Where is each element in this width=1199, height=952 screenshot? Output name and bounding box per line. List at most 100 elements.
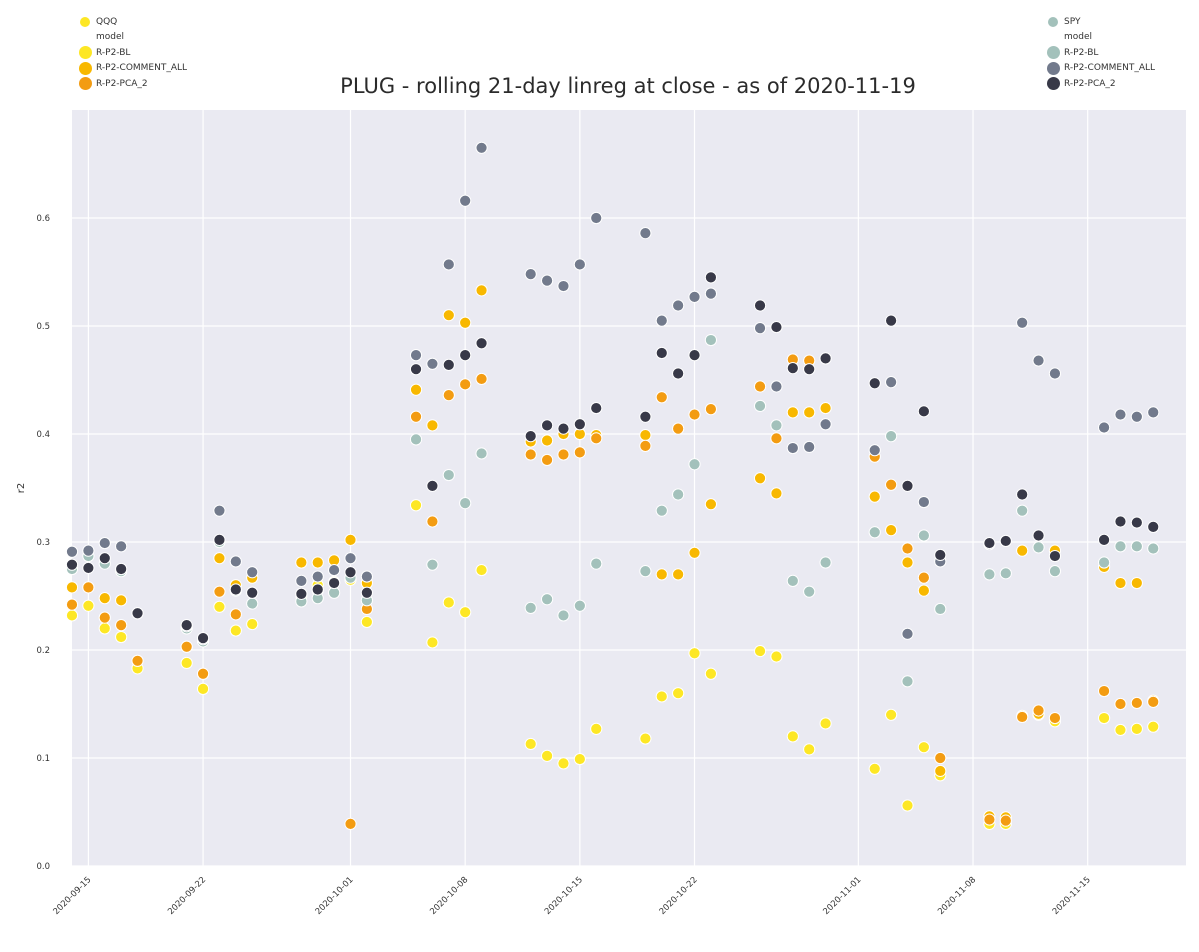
data-point [655, 391, 668, 404]
data-point [1114, 408, 1127, 421]
data-point [573, 752, 586, 766]
legend-label: R-P2-COMMENT_ALL [1064, 63, 1156, 74]
data-point [475, 141, 488, 154]
data-point [590, 722, 603, 735]
data-point [786, 574, 799, 587]
legend-header: SPY [1042, 14, 1155, 30]
legend-label: model [96, 32, 125, 43]
data-point [540, 453, 554, 467]
data-point [917, 571, 930, 584]
data-point [786, 730, 799, 743]
data-point [639, 565, 652, 578]
data-point [65, 581, 79, 594]
data-point [803, 440, 816, 454]
legend-spy: SPY model R-P2-BL R-P2-COMMENT_ALL R-P2-PCA_… [1042, 14, 1155, 92]
data-point [409, 349, 423, 362]
data-point [704, 667, 718, 680]
data-point [917, 529, 930, 542]
data-point [885, 376, 898, 389]
data-point [426, 357, 439, 370]
data-point [213, 533, 226, 546]
data-point [180, 619, 193, 632]
series-spy-r-p2-pca-2 [65, 271, 1160, 645]
data-point [459, 606, 472, 619]
data-point [672, 488, 685, 501]
data-point [409, 410, 423, 423]
data-point [983, 813, 996, 826]
data-point [1114, 697, 1127, 711]
x-tick-label: 2020-11-15 [1051, 875, 1093, 917]
data-point [1130, 410, 1143, 423]
data-point [770, 380, 783, 393]
legend-header: QQQ [74, 14, 187, 30]
data-point [573, 258, 586, 271]
data-point [1147, 406, 1160, 419]
data-point [590, 557, 603, 570]
data-point [213, 504, 226, 517]
data-point [344, 817, 357, 830]
legend-entry: R-P2-BL [1042, 45, 1155, 61]
data-point [672, 422, 685, 435]
data-point [311, 570, 324, 583]
x-tick-label: 2020-09-15 [51, 875, 93, 917]
data-point [196, 682, 210, 695]
data-point [753, 472, 767, 485]
data-point [885, 708, 898, 721]
data-point [704, 287, 718, 300]
data-point [524, 737, 537, 751]
data-point [229, 555, 242, 568]
y-tick-label: 0.4 [36, 430, 50, 440]
x-tick-labels: 2020-09-15 2020-09-22 2020-10-01 2020-10-08… [51, 875, 1092, 917]
data-point [295, 556, 308, 569]
data-point [540, 434, 554, 447]
data-point [475, 337, 488, 350]
legend-label: R-P2-PCA_2 [1064, 78, 1116, 89]
legend-entry: R-P2-PCA_2 [1042, 76, 1155, 92]
data-point [459, 349, 472, 362]
legend-label: R-P2-BL [96, 47, 131, 58]
data-point [344, 566, 357, 579]
data-point [311, 556, 324, 569]
data-point [688, 458, 701, 471]
grid-lines [72, 110, 1186, 867]
data-point [688, 349, 701, 362]
data-point [213, 585, 226, 598]
legend-marker [1042, 77, 1064, 91]
data-point [934, 602, 947, 616]
data-point [344, 552, 357, 565]
data-point [426, 558, 439, 571]
data-point [868, 762, 881, 775]
data-point [885, 524, 898, 537]
legend-marker [1042, 46, 1064, 60]
data-point [1016, 316, 1029, 329]
data-points [65, 141, 1160, 830]
data-point [98, 592, 111, 605]
data-point [360, 586, 373, 599]
data-point [1130, 696, 1143, 710]
data-point [442, 596, 455, 609]
data-point [999, 567, 1012, 580]
x-tick-label: 2020-10-22 [658, 875, 700, 917]
data-point [573, 599, 586, 612]
data-point [1114, 723, 1127, 737]
data-point [1147, 695, 1160, 708]
data-point [65, 558, 79, 571]
data-point [115, 594, 128, 607]
data-point [360, 615, 373, 629]
data-point [917, 741, 930, 754]
data-point [688, 546, 701, 559]
data-point [328, 576, 341, 590]
data-point [803, 363, 816, 376]
data-point [770, 320, 783, 334]
data-point [803, 585, 816, 598]
data-point [459, 194, 472, 207]
y-tick-label: 0.6 [36, 214, 50, 224]
data-point [819, 418, 832, 431]
data-point [786, 441, 799, 455]
data-point [704, 403, 718, 416]
data-point [65, 545, 79, 558]
data-point [540, 274, 554, 287]
data-point [704, 333, 718, 347]
x-tick-label: 2020-10-01 [314, 875, 356, 917]
data-point [1130, 722, 1143, 735]
